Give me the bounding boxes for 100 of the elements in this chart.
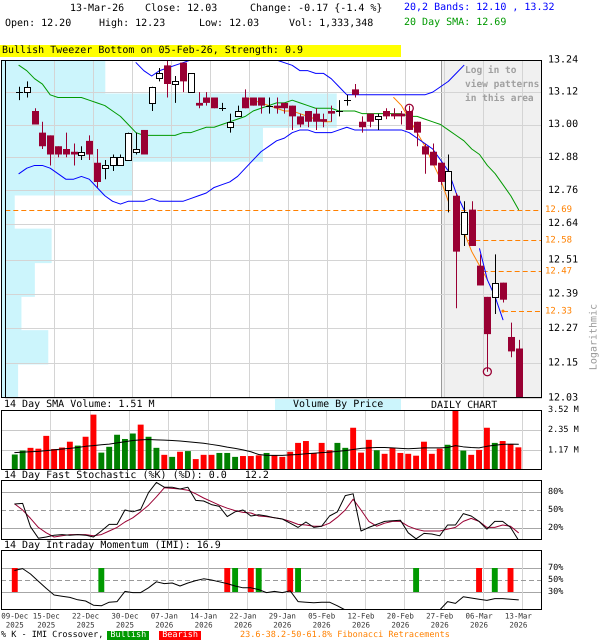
text: 20 Day SMA: 12.69 bbox=[404, 17, 506, 29]
bar bbox=[28, 448, 34, 470]
bar bbox=[240, 456, 246, 470]
annotation: Log in to view patterns in this area bbox=[465, 64, 540, 106]
bar bbox=[468, 454, 474, 470]
y-tick-label: 30% bbox=[548, 587, 564, 598]
text: Open: 12.20 bbox=[5, 18, 72, 30]
point bbox=[501, 310, 504, 313]
y-tick-label: 12.76 bbox=[548, 184, 578, 196]
y-tick-label: 12.03 bbox=[548, 392, 578, 404]
candlestick bbox=[86, 134, 93, 160]
bar bbox=[358, 452, 364, 470]
bar bbox=[20, 450, 26, 470]
y-axis-title: Logarithmic bbox=[588, 304, 600, 370]
y-tick-label: 50% bbox=[548, 575, 564, 586]
candlestick bbox=[352, 84, 359, 98]
y-tick-label: 70% bbox=[548, 563, 564, 574]
bar bbox=[326, 450, 332, 470]
bar bbox=[500, 441, 506, 470]
bar bbox=[51, 449, 58, 470]
bar bbox=[476, 450, 482, 470]
text: Low: 12.03 bbox=[199, 18, 260, 30]
bar bbox=[334, 442, 340, 470]
bar bbox=[484, 428, 490, 470]
ref-line-label: 12.58 bbox=[545, 236, 572, 246]
y-tick-label: 13.00 bbox=[548, 119, 578, 130]
ref-line-label: 12.33 bbox=[545, 306, 572, 316]
bar bbox=[248, 456, 254, 470]
bar bbox=[169, 456, 176, 470]
bar bbox=[232, 456, 238, 470]
bar bbox=[452, 410, 458, 470]
text: Close: 12.03 bbox=[145, 3, 218, 15]
y-tick-label: 12.15 bbox=[548, 358, 578, 369]
y-tick-label: 13.24 bbox=[548, 54, 578, 66]
chart-title: 14 Day SMA Volume: 1.51 M bbox=[4, 399, 155, 410]
bar bbox=[515, 447, 522, 470]
bar bbox=[66, 442, 73, 470]
bar bbox=[397, 452, 404, 470]
ref-line-label: 12.47 bbox=[545, 266, 572, 277]
y-tick-label: 1.17 M bbox=[548, 445, 579, 456]
text: Vol: 1,333,348 bbox=[289, 18, 374, 30]
bar bbox=[184, 451, 191, 470]
bar bbox=[390, 448, 396, 470]
y-tick-label: 12.27 bbox=[548, 322, 578, 334]
bar bbox=[272, 455, 278, 470]
y-tick-label: 2.35 M bbox=[548, 425, 579, 436]
bar bbox=[138, 424, 144, 470]
bar bbox=[444, 444, 451, 470]
candlestick bbox=[359, 116, 366, 134]
y-tick-label: 50% bbox=[548, 505, 564, 516]
text: High: 12.23 bbox=[99, 18, 166, 30]
candlestick bbox=[344, 94, 352, 106]
bar bbox=[413, 456, 420, 470]
y-tick-label: 20% bbox=[548, 523, 564, 534]
bar bbox=[200, 454, 207, 470]
y-tick-label: 12.64 bbox=[548, 218, 578, 230]
text: 13-Mar-26 bbox=[70, 3, 124, 15]
candlestick bbox=[477, 254, 484, 286]
chart-subtitle: Bullish Tweezer Bottom on 05-Feb-26, Strength: 0.9 bbox=[2, 45, 304, 57]
candlestick bbox=[336, 100, 344, 117]
bar bbox=[153, 448, 160, 470]
chart-title: 14 Day Fast Stochastic (%K) (%D): 0.0 12.2 bbox=[4, 470, 269, 481]
bar bbox=[508, 444, 514, 470]
bar bbox=[382, 454, 388, 470]
bar bbox=[216, 452, 222, 470]
y-tick-label: 3.52 M bbox=[548, 405, 579, 416]
bar bbox=[428, 454, 435, 470]
annotation: DAILY CHART bbox=[431, 400, 498, 412]
legend-title: % K - IMI Crossover, bbox=[1, 630, 104, 640]
y-tick-label: 12.88 bbox=[548, 152, 578, 163]
bar bbox=[82, 436, 89, 470]
point bbox=[482, 367, 492, 376]
bar bbox=[130, 434, 136, 470]
text: Bullish bbox=[107, 630, 150, 640]
bar bbox=[366, 440, 372, 470]
text: 20,2 Bands: 12.10 , 13.32 bbox=[404, 2, 555, 14]
y-tick-label: 13.12 bbox=[548, 86, 578, 98]
bar bbox=[114, 434, 120, 470]
candlestick bbox=[367, 113, 374, 128]
y-tick-label: 12.39 bbox=[548, 288, 578, 300]
candlestick bbox=[500, 282, 507, 304]
bar bbox=[122, 438, 128, 470]
bar bbox=[177, 452, 183, 470]
y-tick-label: 80% bbox=[548, 487, 564, 498]
candlestick bbox=[266, 96, 274, 114]
bar bbox=[436, 448, 443, 470]
bar bbox=[350, 428, 356, 470]
candlestick bbox=[180, 62, 187, 93]
ref-line-label: 12.69 bbox=[545, 204, 572, 215]
text: Bearish bbox=[159, 630, 202, 640]
candlestick bbox=[164, 60, 171, 98]
candlestick bbox=[196, 92, 203, 109]
candlestick bbox=[94, 148, 101, 188]
text: Change: -0.17 {-1.4 %} bbox=[250, 3, 382, 15]
chart-title: 14 Day Intraday Momentum (IMI): 16.9 bbox=[4, 540, 221, 551]
bar bbox=[318, 442, 325, 470]
bar bbox=[59, 448, 65, 470]
bar bbox=[208, 454, 214, 470]
y-tick-label: 12.51 bbox=[548, 254, 578, 266]
bar bbox=[421, 442, 427, 470]
